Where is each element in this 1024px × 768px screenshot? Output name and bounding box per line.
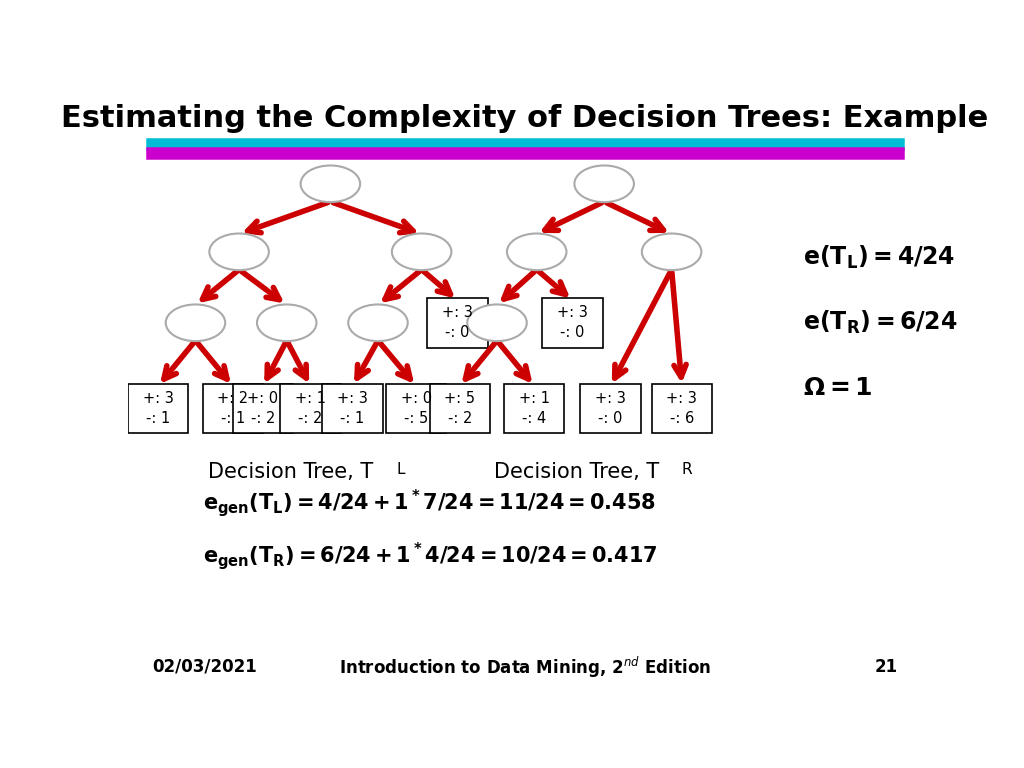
Text: +: 0
-: 2: +: 0 -: 2: [248, 391, 279, 426]
FancyBboxPatch shape: [128, 384, 188, 433]
Text: +: 5
-: 2: +: 5 -: 2: [444, 391, 475, 426]
Ellipse shape: [348, 304, 408, 341]
Text: 02/03/2021: 02/03/2021: [152, 658, 257, 676]
Text: $\mathbf{e(T_L) = 4/24}$: $\mathbf{e(T_L) = 4/24}$: [803, 244, 954, 271]
Text: Decision Tree, T: Decision Tree, T: [494, 462, 659, 482]
Text: +: 3
-: 6: +: 3 -: 6: [667, 391, 697, 426]
Text: 21: 21: [874, 658, 898, 676]
Text: +: 1
-: 4: +: 1 -: 4: [519, 391, 550, 426]
Text: +: 3
-: 1: +: 3 -: 1: [337, 391, 368, 426]
Text: $\mathbf{e(T_R) = 6/24}$: $\mathbf{e(T_R) = 6/24}$: [803, 310, 956, 336]
FancyBboxPatch shape: [323, 384, 383, 433]
FancyBboxPatch shape: [581, 384, 641, 433]
Ellipse shape: [642, 233, 701, 270]
Text: $\mathbf{\Omega = 1}$: $\mathbf{\Omega = 1}$: [803, 376, 872, 400]
Ellipse shape: [166, 304, 225, 341]
Text: Decision Tree, T: Decision Tree, T: [208, 462, 374, 482]
Text: Estimating the Complexity of Decision Trees: Example: Estimating the Complexity of Decision Tr…: [61, 104, 988, 134]
Ellipse shape: [209, 233, 269, 270]
FancyBboxPatch shape: [427, 298, 487, 348]
Ellipse shape: [507, 233, 566, 270]
FancyBboxPatch shape: [504, 384, 564, 433]
Text: +: 1
-: 2: +: 1 -: 2: [295, 391, 326, 426]
FancyBboxPatch shape: [543, 298, 602, 348]
FancyBboxPatch shape: [651, 384, 712, 433]
Text: +: 2
-: 1: +: 2 -: 1: [217, 391, 248, 426]
Ellipse shape: [301, 165, 360, 202]
Text: $\mathbf{e_{gen}(T_L) = 4/24 + 1^*7/24 = 11/24 = 0.458}$: $\mathbf{e_{gen}(T_L) = 4/24 + 1^*7/24 =…: [204, 487, 656, 519]
Text: +: 3
-: 0: +: 3 -: 0: [595, 391, 626, 426]
Text: R: R: [682, 462, 692, 477]
Text: $\mathbf{e_{gen}(T_R) = 6/24 + 1^*4/24 = 10/24 = 0.417}$: $\mathbf{e_{gen}(T_R) = 6/24 + 1^*4/24 =…: [204, 541, 658, 572]
Text: +: 3
-: 0: +: 3 -: 0: [442, 306, 473, 340]
FancyBboxPatch shape: [430, 384, 489, 433]
Ellipse shape: [392, 233, 452, 270]
Ellipse shape: [467, 304, 526, 341]
FancyBboxPatch shape: [203, 384, 263, 433]
Text: +: 0
-: 5: +: 0 -: 5: [400, 391, 432, 426]
Text: +: 3
-: 0: +: 3 -: 0: [557, 306, 588, 340]
FancyBboxPatch shape: [232, 384, 293, 433]
Ellipse shape: [574, 165, 634, 202]
Text: +: 3
-: 1: +: 3 -: 1: [142, 391, 174, 426]
Ellipse shape: [257, 304, 316, 341]
FancyBboxPatch shape: [386, 384, 446, 433]
Text: L: L: [396, 462, 404, 477]
FancyBboxPatch shape: [281, 384, 341, 433]
Text: Introduction to Data Mining, 2$^{nd}$ Edition: Introduction to Data Mining, 2$^{nd}$ Ed…: [339, 654, 711, 680]
